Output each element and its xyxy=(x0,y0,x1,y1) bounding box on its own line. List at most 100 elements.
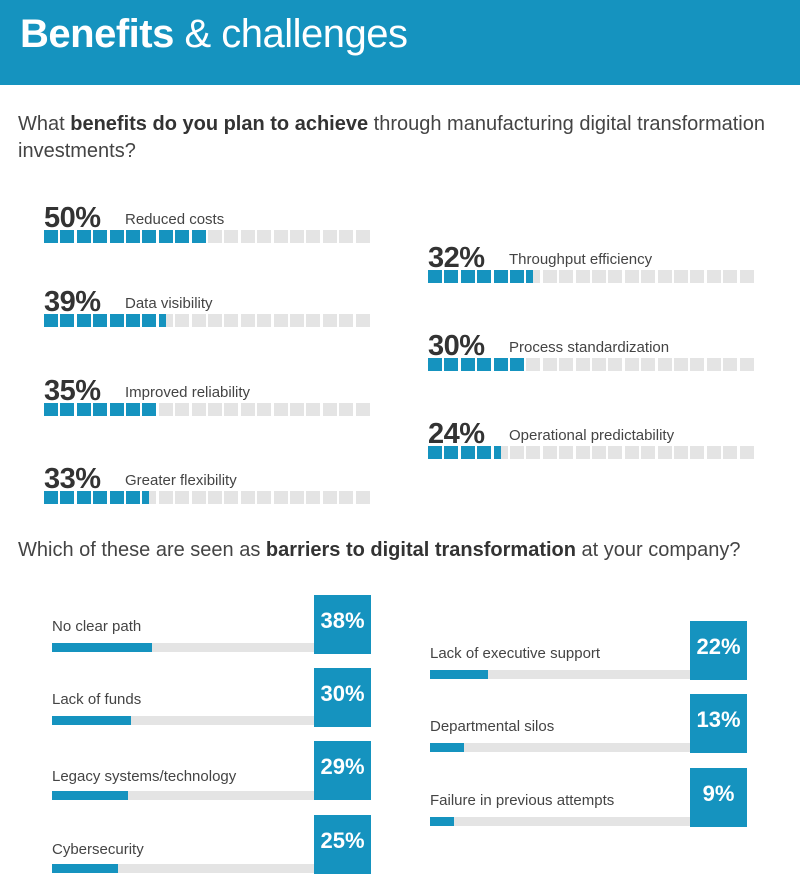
bar-segment xyxy=(290,230,304,243)
benefit-label: Operational predictability xyxy=(509,427,675,444)
barrier-item: Lack of executive support 22% xyxy=(430,621,750,681)
benefit-label: Improved reliability xyxy=(125,384,251,401)
bar-segment xyxy=(208,491,222,504)
bar-segment xyxy=(641,358,656,371)
bar-segment xyxy=(240,491,255,504)
bar-segment xyxy=(240,403,255,416)
bar-segment xyxy=(624,270,639,283)
barrier-label: Lack of funds xyxy=(52,691,142,708)
bar-segment xyxy=(191,230,206,243)
bar-segment xyxy=(641,270,656,283)
bar-segment xyxy=(559,446,574,459)
barriers-question-pre: Which of these are seen as xyxy=(18,539,266,561)
bar-segment xyxy=(158,314,173,327)
bar-segment xyxy=(273,314,288,327)
barriers-question: Which of these are seen as barriers to d… xyxy=(18,537,793,564)
bar-segment xyxy=(674,446,688,459)
bar-segment xyxy=(44,230,58,243)
bar-segment xyxy=(592,358,606,371)
benefits-question-pre: What xyxy=(18,113,71,135)
bar-segment xyxy=(477,446,492,459)
bar-segment xyxy=(240,314,255,327)
bar-segment xyxy=(690,270,705,283)
bar-segment xyxy=(257,314,272,327)
benefit-bar xyxy=(44,403,374,418)
bar-segment xyxy=(339,314,354,327)
barrier-track xyxy=(430,670,692,679)
benefit-item: 30% Process standardization xyxy=(428,330,758,390)
barrier-track xyxy=(52,791,314,800)
barrier-item: Failure in previous attempts 9% xyxy=(430,768,750,828)
bar-segment xyxy=(76,314,91,327)
bar-segment xyxy=(257,230,272,243)
title-bold: Benefits xyxy=(20,12,174,56)
bar-segment xyxy=(60,491,75,504)
bar-segment xyxy=(109,230,124,243)
bar-segment xyxy=(224,230,239,243)
bar-segment xyxy=(306,314,321,327)
bar-segment xyxy=(126,491,140,504)
bar-segment xyxy=(575,446,590,459)
bar-segment xyxy=(44,403,58,416)
bar-segment xyxy=(224,491,239,504)
bar-segment xyxy=(109,314,124,327)
benefit-item: 24% Operational predictability xyxy=(428,418,758,478)
bar-segment xyxy=(477,358,492,371)
bar-segment xyxy=(608,358,623,371)
benefit-bar xyxy=(44,314,374,329)
bar-segment xyxy=(191,403,206,416)
bar-segment xyxy=(273,230,288,243)
bar-segment xyxy=(657,358,672,371)
bar-segment xyxy=(641,446,656,459)
bar-segment xyxy=(142,314,157,327)
page-title: Benefits & challenges xyxy=(20,12,408,57)
bar-segment xyxy=(690,446,705,459)
benefit-label: Throughput efficiency xyxy=(509,251,653,268)
bar-segment xyxy=(76,403,91,416)
benefit-percent: 33% xyxy=(44,463,101,495)
barrier-item: Lack of funds 30% xyxy=(52,668,372,728)
bar-segment xyxy=(624,446,639,459)
bar-segment xyxy=(428,270,442,283)
benefit-percent: 50% xyxy=(44,202,101,234)
bar-segment xyxy=(493,270,508,283)
barriers-question-bold: barriers to digital transformation xyxy=(265,539,576,561)
bar-segment xyxy=(592,446,606,459)
bar-segment xyxy=(608,446,623,459)
barrier-item: Legacy systems/technology 29% xyxy=(52,741,372,801)
bar-segment xyxy=(60,314,75,327)
bar-segment xyxy=(575,270,590,283)
bar-segment xyxy=(224,314,239,327)
bar-segment xyxy=(739,358,754,371)
benefit-percent: 32% xyxy=(428,242,485,274)
bar-segment xyxy=(109,491,124,504)
benefit-label: Process standardization xyxy=(509,339,670,356)
bar-segment xyxy=(208,314,222,327)
barrier-fill xyxy=(52,864,118,873)
bar-segment xyxy=(306,230,321,243)
title-rest: & challenges xyxy=(184,12,408,56)
bar-segment xyxy=(428,446,442,459)
barrier-fill xyxy=(430,817,454,826)
bar-segment xyxy=(224,403,239,416)
bar-segment xyxy=(290,403,304,416)
bar-segment xyxy=(76,230,91,243)
bar-segment xyxy=(510,270,524,283)
bar-segment xyxy=(608,270,623,283)
bar-segment xyxy=(477,270,492,283)
bar-segment xyxy=(208,403,222,416)
bar-segment xyxy=(60,230,75,243)
bar-segment xyxy=(706,358,721,371)
bar-segment xyxy=(723,446,738,459)
bar-segment xyxy=(559,358,574,371)
bar-segment xyxy=(175,314,190,327)
barrier-track xyxy=(430,743,692,752)
bar-segment xyxy=(306,403,321,416)
bar-segment xyxy=(624,358,639,371)
benefit-label: Reduced costs xyxy=(125,211,225,228)
barrier-label: Cybersecurity xyxy=(52,841,144,858)
bar-segment xyxy=(592,270,606,283)
benefit-item: 39% Data visibility xyxy=(44,286,374,346)
bar-segment xyxy=(126,230,140,243)
barriers-question-post: at your company? xyxy=(575,539,741,561)
